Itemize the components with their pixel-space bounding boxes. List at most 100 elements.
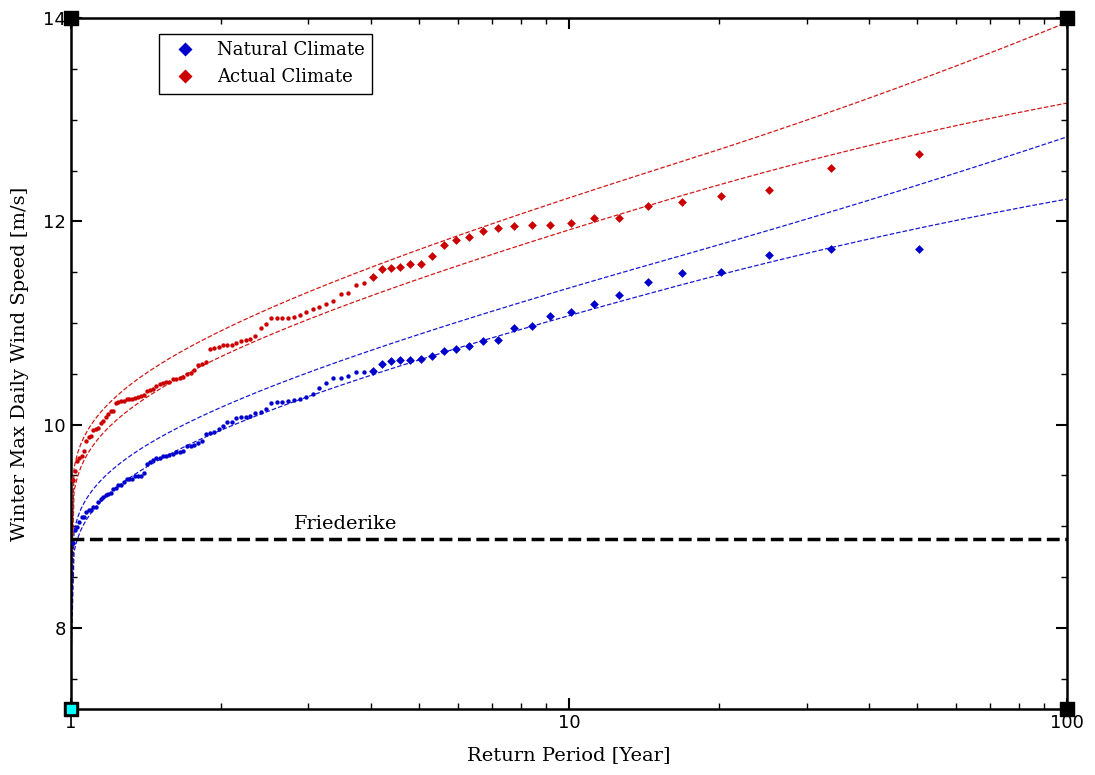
Point <box>339 370 357 383</box>
Point <box>263 397 280 409</box>
Point <box>171 446 188 458</box>
Point <box>382 354 400 367</box>
Point <box>73 512 91 524</box>
Point <box>67 524 84 536</box>
Point <box>324 294 342 307</box>
Point <box>910 147 927 160</box>
Point <box>135 467 152 479</box>
Point <box>92 417 110 429</box>
Point <box>124 392 141 405</box>
Point <box>151 452 169 464</box>
Point <box>120 393 138 405</box>
Point <box>562 306 579 319</box>
Point <box>435 239 452 251</box>
Point <box>413 257 430 270</box>
Point <box>424 350 441 363</box>
Point <box>76 511 93 523</box>
Point <box>94 415 112 427</box>
Point <box>1058 703 1075 715</box>
Point <box>104 483 122 495</box>
Y-axis label: Winter Max Daily Wind Speed [m/s]: Winter Max Daily Wind Speed [m/s] <box>11 187 30 541</box>
Point <box>158 377 175 389</box>
Point <box>542 310 560 322</box>
Point <box>215 420 232 432</box>
Point <box>151 377 169 390</box>
Point <box>304 388 322 400</box>
Point <box>171 372 188 384</box>
Point <box>189 359 207 371</box>
Point <box>489 334 507 346</box>
Point <box>712 190 729 202</box>
Point <box>585 212 602 225</box>
Point <box>339 288 357 300</box>
Point <box>332 371 349 384</box>
Point <box>218 416 235 429</box>
Point <box>461 230 479 243</box>
Point <box>126 392 143 405</box>
Point <box>148 452 165 464</box>
Point <box>347 366 365 378</box>
Point <box>242 333 260 346</box>
Point <box>489 222 507 234</box>
Point <box>356 277 373 290</box>
Point <box>402 354 419 367</box>
Point <box>67 465 84 477</box>
Point <box>84 424 102 436</box>
Point <box>168 373 185 385</box>
Point <box>257 318 275 330</box>
Point <box>178 368 196 381</box>
Point <box>448 343 465 355</box>
Point <box>126 470 143 483</box>
Point <box>228 412 245 425</box>
Point <box>102 405 119 417</box>
Point <box>672 267 690 280</box>
Point <box>760 249 777 261</box>
Point <box>522 219 540 232</box>
Point <box>246 407 264 419</box>
Point <box>182 440 199 453</box>
Point <box>138 458 155 470</box>
Point <box>197 428 215 440</box>
Point <box>107 482 125 494</box>
Point <box>223 415 241 428</box>
Point <box>80 504 97 516</box>
Point <box>274 312 291 325</box>
Point <box>129 391 147 403</box>
Point <box>90 496 107 508</box>
Point <box>228 337 245 350</box>
Point <box>194 435 211 447</box>
Point <box>71 516 89 529</box>
Point <box>474 225 492 237</box>
Point <box>382 261 400 274</box>
Point <box>672 196 690 208</box>
Point <box>206 342 223 354</box>
Point <box>232 335 250 347</box>
Point <box>100 408 117 420</box>
Point <box>129 470 147 482</box>
Point <box>62 703 80 715</box>
Point <box>311 382 328 394</box>
Point <box>461 340 479 353</box>
Legend: Natural Climate, Actual Climate: Natural Climate, Actual Climate <box>160 34 372 94</box>
Point <box>252 406 269 419</box>
Point <box>232 411 250 423</box>
Point <box>174 370 192 383</box>
Point <box>118 473 136 485</box>
Point <box>197 356 215 368</box>
Point <box>113 395 130 408</box>
Point <box>102 487 119 499</box>
Point <box>413 353 430 366</box>
X-axis label: Return Period [Year]: Return Period [Year] <box>468 746 670 764</box>
Point <box>96 411 114 423</box>
Point <box>94 491 112 503</box>
Point <box>347 279 365 291</box>
Point <box>318 298 335 310</box>
Point <box>113 479 130 491</box>
Point <box>90 422 107 434</box>
Point <box>107 397 125 409</box>
Point <box>132 391 150 403</box>
Point <box>161 376 178 388</box>
Point <box>189 437 207 450</box>
Point <box>201 343 219 356</box>
Point <box>182 367 199 380</box>
